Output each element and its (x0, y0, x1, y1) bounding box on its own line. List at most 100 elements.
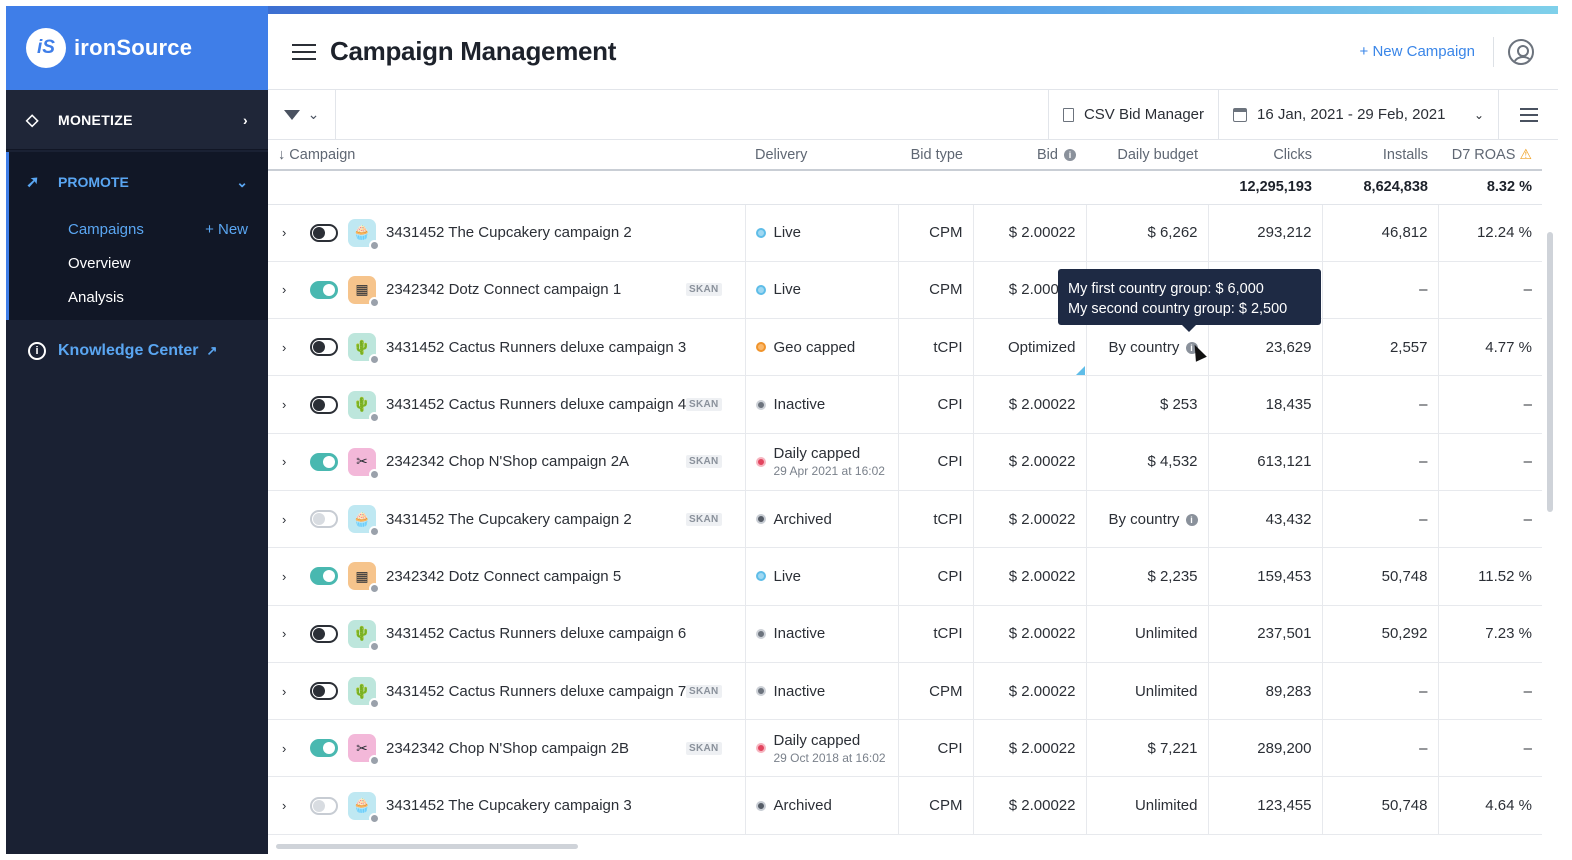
column-header-bid[interactable]: Bid i (973, 140, 1086, 171)
horizontal-scrollbar[interactable] (276, 844, 578, 849)
roas-cell: – (1437, 490, 1542, 549)
chevron-right-icon[interactable]: › (282, 568, 287, 584)
daily-budget-cell[interactable]: By country i (1085, 490, 1208, 549)
campaign-name[interactable]: 3431452 The Cupcakery campaign 2 (386, 224, 632, 242)
daily-budget-cell[interactable]: $ 7,221 (1085, 719, 1208, 778)
campaign-toggle[interactable] (310, 682, 338, 701)
chevron-right-icon[interactable]: › (282, 454, 287, 470)
sidebar-item-campaigns[interactable]: Campaigns + New (9, 212, 268, 246)
column-header-campaign[interactable]: ↓ Campaign (268, 140, 745, 171)
column-header-clicks[interactable]: Clicks (1208, 140, 1322, 171)
daily-budget-cell[interactable]: $ 4,532 (1085, 433, 1208, 491)
chevron-right-icon[interactable]: › (282, 626, 287, 642)
campaign-toggle[interactable] (310, 796, 338, 815)
column-settings-button[interactable] (1498, 89, 1558, 140)
logo-text: ironSource (74, 35, 193, 60)
campaign-name[interactable]: 3431452 The Cupcakery campaign 3 (386, 797, 632, 815)
campaign-cell: › 🧁 3431452 The Cupcakery campaign 3 (268, 776, 745, 835)
daily-budget-cell[interactable]: $ 253 (1085, 375, 1208, 434)
table-row[interactable]: › 🌵 3431452 Cactus Runners deluxe campaign… (268, 318, 1542, 377)
sidebar-item-analysis[interactable]: Analysis (68, 288, 124, 306)
column-header-bid-label: Bid (1037, 146, 1058, 163)
chevron-right-icon[interactable]: › (282, 798, 287, 814)
info-icon[interactable]: i (1185, 513, 1198, 526)
bid-cell[interactable]: $ 2.00022 (972, 204, 1086, 262)
chevron-right-icon[interactable]: › (282, 397, 287, 413)
delivery-status: Live (773, 281, 802, 299)
table-row[interactable]: › 🧁 3431452 The Cupcakery campaign 2 Live CP… (268, 204, 1542, 262)
column-header-installs[interactable]: Installs (1322, 140, 1438, 171)
campaign-name[interactable]: 3431452 The Cupcakery campaign 2 (386, 510, 632, 528)
campaign-toggle[interactable] (310, 338, 338, 357)
daily-budget-cell[interactable]: $ 2,235 (1085, 547, 1208, 606)
bid-cell[interactable]: $ 2.00022 (972, 547, 1086, 606)
bid-cell[interactable]: $ 2.00022 (972, 662, 1086, 721)
menu-icon[interactable] (292, 43, 316, 60)
delivery-cell: Live (744, 261, 898, 320)
bid-cell[interactable]: $ 2.00022 (972, 605, 1086, 663)
table-row[interactable]: › ▦ 2342342 Dotz Connect campaign 1 SKAN Liv… (268, 261, 1542, 320)
logo[interactable]: iS ironSource (6, 6, 268, 90)
column-header-bid-type[interactable]: Bid type (898, 140, 973, 171)
table-row[interactable]: › 🌵 3431452 Cactus Runners deluxe campaign… (268, 662, 1542, 721)
column-header-roas[interactable]: D7 ROAS ⚠ (1438, 140, 1542, 171)
filter-button[interactable]: ⌄ (268, 89, 336, 140)
campaign-toggle[interactable] (310, 510, 338, 529)
campaign-toggle[interactable] (310, 223, 338, 242)
daily-budget-cell[interactable]: $ 6,262 (1085, 204, 1208, 262)
new-campaign-link[interactable]: + New (205, 220, 248, 238)
bid-type-cell: CPI (897, 547, 973, 606)
chevron-right-icon[interactable]: › (282, 225, 287, 241)
date-range-picker[interactable]: 16 Jan, 2021 - 29 Feb, 2021 ⌄ (1218, 89, 1498, 140)
bid-cell[interactable]: $ 2.00022 (972, 433, 1086, 491)
chevron-right-icon[interactable]: › (282, 339, 287, 355)
filter-icon (283, 109, 300, 120)
nav-monetize[interactable]: ◇ MONETIZE › (6, 90, 268, 150)
daily-budget-cell[interactable]: Unlimited (1085, 605, 1208, 663)
campaign-name[interactable]: 2342342 Chop N'Shop campaign 2B (386, 739, 630, 757)
column-header-delivery[interactable]: Delivery (745, 140, 898, 171)
bid-cell[interactable]: $ 2.00022 (972, 490, 1086, 549)
chevron-right-icon[interactable]: › (282, 282, 287, 298)
campaign-name[interactable]: 3431452 Cactus Runners deluxe campaign 7 (386, 682, 686, 700)
chevron-right-icon[interactable]: › (282, 683, 287, 699)
user-avatar-icon[interactable] (1508, 38, 1534, 65)
column-header-daily-budget[interactable]: Daily budget (1086, 140, 1208, 171)
campaign-toggle[interactable] (310, 280, 338, 299)
campaign-toggle[interactable] (310, 452, 338, 471)
chevron-right-icon[interactable]: › (282, 511, 287, 527)
nav-promote[interactable]: ➚ PROMOTE ⌄ (9, 152, 268, 212)
daily-budget-cell[interactable]: Unlimited (1085, 776, 1208, 835)
campaign-name[interactable]: 3431452 Cactus Runners deluxe campaign 3 (386, 338, 686, 356)
table-row[interactable]: › 🌵 3431452 Cactus Runners deluxe campaign… (268, 375, 1542, 434)
chevron-right-icon[interactable]: › (282, 740, 287, 756)
csv-bid-manager-button[interactable]: CSV Bid Manager (1047, 89, 1218, 140)
bid-cell[interactable]: $ 2.00022 (972, 719, 1086, 778)
table-row[interactable]: › ✂ 2342342 Chop N'Shop campaign 2A SKAN Dai… (268, 433, 1542, 491)
campaign-name[interactable]: 2342342 Chop N'Shop campaign 2A (386, 453, 630, 471)
sidebar-item-overview[interactable]: Overview (68, 254, 131, 272)
campaign-toggle[interactable] (310, 739, 338, 758)
campaign-toggle[interactable] (310, 624, 338, 643)
table-row[interactable]: › 🧁 3431452 The Cupcakery campaign 2 SKAN Ar… (268, 490, 1542, 549)
campaign-name[interactable]: 3431452 Cactus Runners deluxe campaign 6 (386, 625, 686, 643)
info-icon[interactable]: i (1185, 341, 1198, 354)
campaign-toggle[interactable] (310, 567, 338, 586)
bid-cell[interactable]: $ 2.00022 (972, 776, 1086, 835)
new-campaign-button[interactable]: + New Campaign (1359, 43, 1475, 60)
table-row[interactable]: › ✂ 2342342 Chop N'Shop campaign 2B SKAN Dai… (268, 719, 1542, 778)
campaign-name[interactable]: 2342342 Dotz Connect campaign 1 (386, 281, 622, 299)
campaign-cell: › 🧁 3431452 The Cupcakery campaign 2 (268, 204, 745, 262)
daily-budget-cell[interactable]: Unlimited (1085, 662, 1208, 721)
campaign-name[interactable]: 3431452 Cactus Runners deluxe campaign 4 (386, 396, 686, 414)
csv-bid-manager-label: CSV Bid Manager (1083, 106, 1204, 123)
vertical-scrollbar[interactable] (1547, 232, 1553, 512)
knowledge-center-link[interactable]: i Knowledge Center ↗ (6, 320, 268, 382)
bid-cell[interactable]: Optimized (972, 318, 1086, 377)
table-row[interactable]: › 🌵 3431452 Cactus Runners deluxe campaign… (268, 605, 1542, 663)
campaign-name[interactable]: 2342342 Dotz Connect campaign 5 (386, 567, 622, 585)
bid-cell[interactable]: $ 2.00022 (972, 375, 1086, 434)
campaign-toggle[interactable] (310, 395, 338, 414)
table-row[interactable]: › 🧁 3431452 The Cupcakery campaign 3 Archiv… (268, 776, 1542, 835)
table-row[interactable]: › ▦ 2342342 Dotz Connect campaign 5 Live CPI… (268, 547, 1542, 606)
